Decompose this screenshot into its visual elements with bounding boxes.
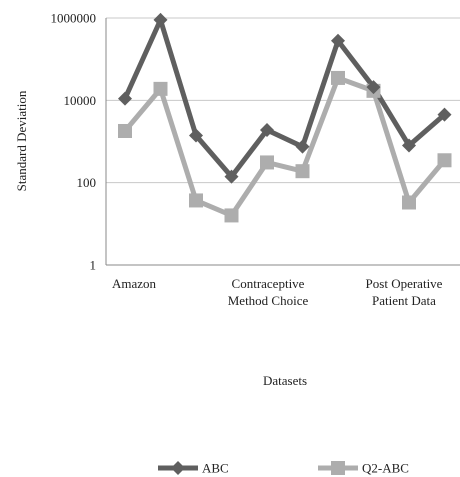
y-tick-label: 1000000 — [51, 11, 97, 26]
y-tick-labels: 1 100 10000 1000000 — [51, 11, 97, 273]
x-category-label: Amazon — [112, 276, 157, 291]
data-point-abc — [331, 33, 345, 48]
data-point-abc — [118, 91, 132, 106]
series-line-abc — [122, 12, 447, 181]
x-category-label: Patient Data — [372, 293, 436, 308]
y-tick-label: 100 — [77, 175, 97, 190]
data-point-abc — [366, 80, 381, 95]
data-point-abc — [437, 107, 452, 122]
data-point-q2-abc — [331, 70, 345, 85]
y-tick-label: 10000 — [64, 93, 97, 108]
x-category-label: Contraceptive — [232, 276, 305, 291]
y-axis-title: Standard Deviation — [14, 90, 29, 191]
data-point-q2-abc — [224, 208, 239, 223]
legend-marker-q2-abc — [331, 461, 345, 475]
data-point-q2-abc — [437, 153, 452, 168]
data-point-q2-abc — [260, 155, 274, 170]
data-point-q2-abc — [295, 164, 310, 179]
series-markers — [118, 12, 452, 223]
legend: ABC Q2-ABC — [158, 461, 409, 476]
series-lines — [122, 12, 447, 219]
legend-label-abc: ABC — [202, 461, 229, 476]
legend-marker-abc — [171, 461, 185, 475]
data-point-abc — [295, 139, 310, 154]
x-category-labels: Amazon Contraceptive Method Choice Post Ope… — [112, 276, 443, 308]
series-line-q2-abc — [123, 74, 447, 219]
x-category-label: Method Choice — [228, 293, 309, 308]
data-point-abc — [189, 128, 203, 143]
x-axis-title: Datasets — [263, 373, 307, 388]
data-point-abc — [260, 123, 274, 138]
data-point-q2-abc — [402, 195, 416, 210]
data-point-abc — [153, 12, 168, 27]
axes — [105, 18, 460, 266]
data-point-q2-abc — [118, 123, 132, 138]
gridlines — [106, 17, 460, 184]
x-category-label: Post Operative — [366, 276, 443, 291]
data-point-q2-abc — [189, 193, 203, 208]
y-tick-label: 1 — [90, 258, 97, 273]
data-point-q2-abc — [153, 81, 168, 96]
data-point-abc — [402, 138, 416, 153]
data-point-abc — [224, 169, 239, 184]
legend-label-q2-abc: Q2-ABC — [362, 461, 409, 476]
